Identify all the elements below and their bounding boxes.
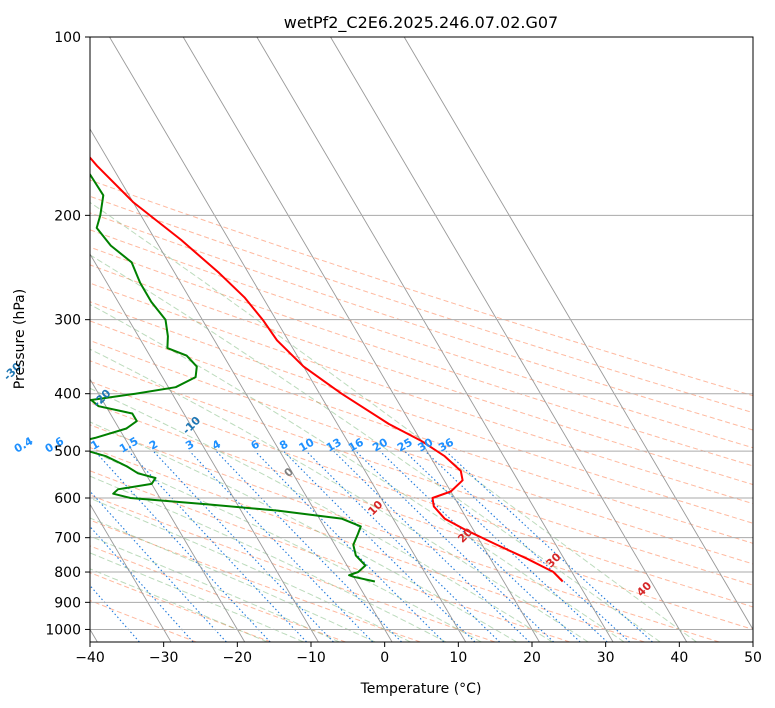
moist-adiabat-line	[90, 303, 625, 642]
isotherm-line	[90, 503, 172, 642]
dry-adiabat-line	[90, 229, 753, 449]
dry-adiabat-line	[90, 424, 720, 642]
dry-adiabat-line	[90, 320, 753, 544]
y-tick-label: 400	[54, 387, 81, 403]
isotherm-line	[90, 128, 393, 642]
y-axis-label: Pressure (hPa)	[12, 289, 28, 389]
dry-adiabat-line	[90, 179, 753, 397]
x-tick-label: 40	[670, 650, 688, 666]
axes: −40 −30 −20 −10 0 10 20 30 40 50 100 200 300 400 500 60…	[45, 30, 762, 666]
dry-adiabat-line	[90, 519, 421, 642]
temperature-profile-line	[90, 156, 564, 583]
moist-adiabat-line	[90, 552, 304, 642]
y-tick-label: 100	[54, 30, 81, 46]
series-layer	[90, 156, 564, 583]
plot-background	[90, 37, 753, 642]
x-tick-label: 50	[744, 650, 762, 666]
y-tick-label: 800	[54, 565, 81, 581]
mixing-ratio-line	[128, 450, 308, 642]
dry-adiabat-line	[90, 340, 753, 565]
dry-adiabat-line	[90, 360, 753, 586]
mixing-ratio-line	[445, 450, 653, 642]
mixing-ratio-line	[189, 450, 374, 642]
y-tick-label: 900	[54, 595, 81, 611]
mixing-ratio-line	[333, 450, 530, 642]
plot-frame	[89, 36, 754, 643]
dry-adiabat-line	[90, 282, 753, 505]
mixing-ratio-line	[355, 450, 555, 642]
y-tick-label: 1000	[45, 622, 81, 638]
mixing-ratio-label: 6	[249, 437, 262, 452]
x-tick-label: 30	[597, 650, 615, 666]
x-tick-label: 0	[380, 650, 389, 666]
mixing-ratio-line	[90, 525, 194, 642]
x-tick-label: 20	[523, 650, 541, 666]
isotherm-line	[403, 37, 753, 631]
mixing-ratio-label: 4	[210, 437, 223, 452]
y-tick-label: 500	[54, 444, 81, 460]
dry-adiabat-line	[90, 545, 346, 642]
mixing-ratio-label: 13	[324, 436, 344, 455]
mixing-ratio-label: 10	[297, 435, 317, 454]
moist-adiabat-line	[90, 201, 697, 642]
dry-adiabat-line	[90, 572, 272, 642]
dry-adiabat-line	[90, 212, 753, 431]
mixing-ratio-line	[215, 450, 402, 642]
dry-adiabat-line	[90, 195, 753, 414]
moist-adiabat-line	[90, 254, 661, 642]
dry-adiabat-line	[90, 301, 753, 524]
moist-adiabat-line	[90, 475, 447, 642]
mixing-ratio-label: 0.4	[12, 434, 36, 455]
dry-adiabat-line	[90, 402, 753, 630]
moist-adiabat-line	[90, 497, 411, 642]
mixing-ratio-line	[283, 450, 476, 642]
mixing-ratio-line	[424, 450, 631, 642]
moist-adiabat-line	[90, 535, 340, 642]
x-tick-label: −20	[223, 650, 253, 666]
moist-adiabat-line	[90, 348, 589, 642]
dry-adiabat-line	[90, 446, 645, 642]
isotherm-line	[330, 37, 688, 642]
dry-adiabat-line	[90, 494, 496, 642]
mixing-ratio-line	[94, 450, 271, 642]
y-tick-label: 700	[54, 531, 81, 547]
mixing-ratio-label: 20	[370, 435, 390, 454]
moist-adiabat-line	[90, 450, 482, 642]
chart-title: wetPf2_C2E6.2025.246.07.02.G07	[284, 13, 558, 33]
mixing-ratio-label: 3	[183, 438, 196, 453]
dry-adiabat-line	[90, 264, 753, 486]
isotherm-line	[256, 37, 614, 642]
x-tick-label: −10	[296, 650, 326, 666]
mixing-ratio-line	[152, 450, 334, 642]
dry-adiabat-line	[90, 246, 753, 467]
x-tick-label: −30	[149, 650, 179, 666]
y-tick-label: 200	[54, 208, 81, 224]
y-tick-label: 600	[54, 491, 81, 507]
y-tick-label: 300	[54, 313, 81, 329]
mixing-ratio-label: 1.5	[117, 435, 140, 456]
x-tick-label: −40	[75, 650, 105, 666]
moist-adiabat-line	[90, 421, 517, 642]
moist-adiabat-line	[90, 387, 553, 642]
mixing-ratio-line	[305, 450, 501, 642]
dry-adiabat-line	[90, 380, 753, 608]
x-tick-label: 10	[449, 650, 467, 666]
mixing-ratio-label: 25	[395, 436, 415, 455]
x-axis-label: Temperature (°C)	[360, 681, 482, 697]
isotherm-line	[90, 253, 319, 642]
mixing-ratio-line	[254, 450, 445, 642]
dewpoint-profile-line	[90, 172, 376, 583]
isotherm-line	[90, 378, 246, 642]
mixing-ratio-label: 16	[346, 435, 366, 454]
moist-adiabat-line	[90, 568, 268, 642]
isotherm-line	[182, 37, 540, 642]
isotherm-line	[109, 37, 467, 642]
moist-adiabat-line	[90, 517, 376, 642]
